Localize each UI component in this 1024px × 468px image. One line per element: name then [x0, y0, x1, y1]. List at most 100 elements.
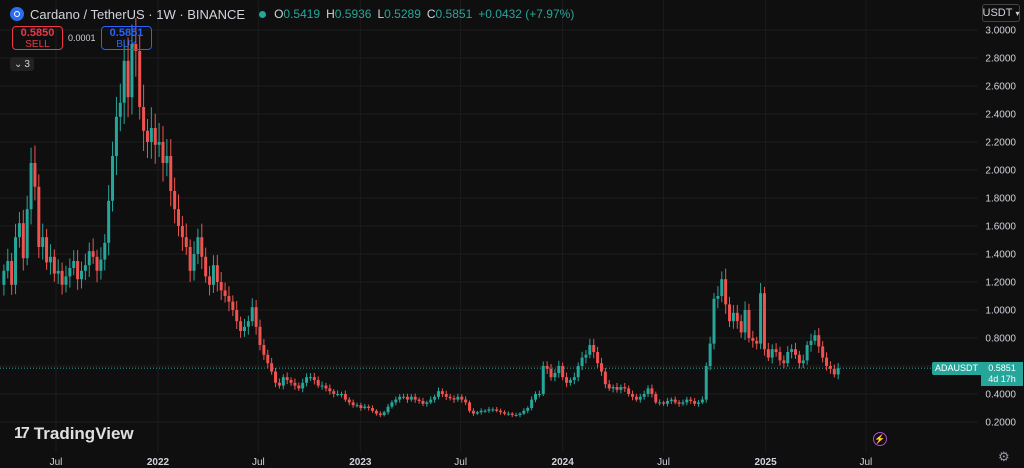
candle-body [549, 368, 553, 378]
candle-body [483, 410, 487, 412]
candle-body [565, 377, 569, 383]
cardano-coin-icon[interactable] [10, 7, 24, 21]
candle-body [72, 261, 76, 268]
candle-body [328, 388, 332, 392]
candle-body [413, 396, 417, 400]
candle-body [332, 391, 336, 394]
candle-body [495, 409, 499, 411]
chart-grid [0, 0, 978, 452]
price-tick-label: 2.4000 [985, 110, 1016, 121]
indicators-toggle-button[interactable]: ⌄ 3 [10, 57, 34, 71]
candle-body [510, 413, 514, 415]
candle-body [611, 387, 615, 389]
candle-body [526, 408, 530, 411]
candle-body [627, 388, 631, 394]
candle-body [479, 410, 483, 413]
symbol-title[interactable]: Cardano / TetherUS · 1W · BINANCE [30, 6, 246, 22]
candle-body [270, 363, 274, 372]
candle-body [778, 352, 782, 361]
candle-body [499, 410, 503, 413]
buy-button[interactable]: 0.5851 BUY [101, 26, 152, 50]
current-price-value: 0.5851 [988, 363, 1016, 373]
candle-body [161, 142, 165, 163]
candle-body [6, 261, 10, 271]
candle-body [724, 279, 728, 305]
time-tick-label: Jul [657, 457, 670, 468]
candle-body [56, 270, 60, 274]
candle-body [293, 382, 297, 386]
candle-body [266, 354, 270, 364]
candle-body [165, 156, 169, 163]
candle-body [588, 345, 592, 355]
candle-body [347, 399, 351, 403]
price-countdown-box: 0.5851 4d 17h [981, 362, 1023, 386]
candle-body [689, 399, 693, 401]
candle-body [797, 354, 801, 364]
candle-body [398, 396, 402, 400]
price-tick-label: 0.2000 [985, 418, 1016, 429]
candle-body [173, 191, 177, 210]
candle-body [367, 406, 371, 408]
candle-body [277, 382, 281, 386]
candle-body [219, 282, 223, 291]
candle-body [747, 310, 751, 338]
chevron-down-icon: ⌄ [14, 58, 23, 70]
currency-selector[interactable]: USDT ▾ [982, 4, 1020, 22]
candle-body [87, 251, 91, 266]
candle-body [316, 380, 320, 386]
candle-body [809, 340, 813, 345]
candle-body [211, 265, 215, 285]
candle-body [790, 349, 794, 352]
candle-body [394, 399, 398, 403]
candle-body [561, 366, 565, 378]
candle-body [17, 223, 21, 238]
candle-body [33, 163, 37, 187]
candle-body [545, 366, 549, 369]
candle-body [832, 368, 836, 375]
candle-body [440, 391, 444, 394]
candle-body [184, 237, 188, 247]
candle-body [720, 279, 724, 296]
time-tick-label: Jul [252, 457, 265, 468]
time-axis[interactable]: Jul 2022 Jul 2023 Jul 2024 Jul 2025 Jul [50, 457, 873, 468]
candle-body [285, 377, 289, 380]
candle-body [231, 301, 235, 310]
candle-body [177, 209, 181, 226]
candle-body [111, 156, 115, 201]
candle-body [409, 396, 413, 400]
change-value: +0.0432 (+7.97%) [478, 7, 575, 21]
candle-body [634, 396, 638, 400]
candle-body [468, 402, 472, 411]
candle-body [568, 380, 572, 383]
candle-body [196, 237, 200, 254]
candle-body [770, 349, 774, 358]
candle-body [599, 363, 603, 372]
candle-body [650, 388, 654, 394]
candle-body [52, 256, 56, 274]
gear-icon[interactable]: ⚙ [998, 449, 1010, 464]
sell-button[interactable]: 0.5850 SELL [12, 26, 63, 50]
candle-body [227, 296, 231, 302]
candle-body [743, 310, 747, 333]
price-tick-label: 3.0000 [985, 26, 1016, 37]
candle-body [80, 270, 83, 280]
lightning-icon[interactable]: ⚡ [873, 432, 887, 446]
candle-body [405, 396, 409, 400]
candle-body [821, 346, 825, 358]
candle-body [813, 335, 817, 341]
candle-body [623, 387, 627, 389]
candle-body [592, 345, 596, 352]
candle-body [355, 405, 359, 407]
candle-body [700, 399, 704, 403]
candle-body [696, 402, 700, 404]
candle-body [607, 384, 611, 389]
candle-body [708, 343, 712, 366]
indicators-count: 3 [24, 58, 30, 70]
candle-body [402, 396, 406, 398]
price-tick-label: 2.0000 [985, 166, 1016, 177]
candle-body [801, 360, 805, 364]
candle-body [308, 377, 312, 379]
tradingview-logo[interactable]: 17 TradingView [14, 424, 134, 444]
candle-body [452, 398, 456, 400]
